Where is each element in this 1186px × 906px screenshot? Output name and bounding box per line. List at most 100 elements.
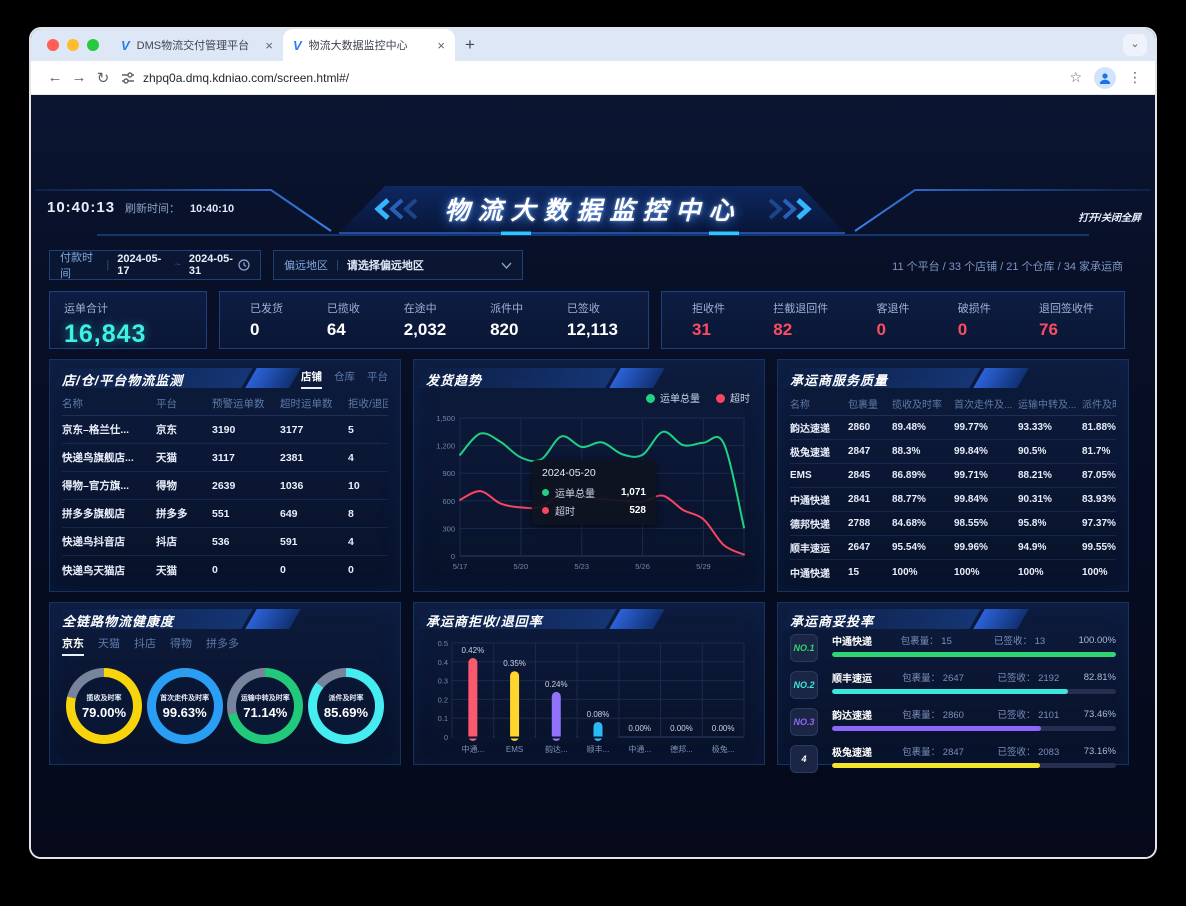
- tooltip-row: 运单总量 1,071: [542, 485, 646, 500]
- table-cell: 4: [348, 451, 354, 464]
- panel-title: 全链路物流健康度: [62, 613, 175, 629]
- chevrons-right-icon: [768, 198, 812, 220]
- legend-item-运单总量[interactable]: 运单总量: [646, 390, 700, 405]
- stat-item: 退回签收件 76: [1039, 300, 1094, 340]
- new-tab-button[interactable]: +: [465, 35, 475, 54]
- site-info-icon[interactable]: [121, 71, 135, 85]
- close-tab-icon[interactable]: ×: [437, 37, 445, 53]
- donut-label: 揽收及时率: [86, 694, 122, 702]
- minimize-window-button[interactable]: [67, 39, 79, 51]
- region-filter[interactable]: 偏远地区 | 请选择偏远地区: [273, 250, 523, 280]
- dashboard-header: 10:40:13 刷新时间： 10:40:10 物流大数据监控中心 打开/关闭全…: [33, 183, 1153, 239]
- signed-count: 已签收： 2083: [997, 747, 1060, 758]
- clock-icon: [238, 259, 250, 271]
- tab-天猫[interactable]: 天猫: [98, 638, 120, 650]
- title-chip: [245, 368, 301, 388]
- region-placeholder[interactable]: 请选择偏远地区: [346, 260, 424, 272]
- tooltip-dot: [542, 489, 549, 496]
- donut-value: 85.69%: [323, 704, 369, 720]
- table-cell: 95.8%: [1018, 518, 1047, 529]
- date-end[interactable]: 2024-05-31: [188, 253, 233, 277]
- delivery-rate: 82.81%: [1083, 671, 1116, 683]
- legend-item-超时[interactable]: 超时: [716, 390, 750, 405]
- stat-item: 在途中 2,032: [404, 300, 447, 340]
- stat-item: 已揽收 64: [327, 300, 360, 340]
- total-waybill-card: 运单合计 16,843: [49, 291, 207, 349]
- donut-label: 运输中转及时率: [240, 694, 290, 702]
- table-cell: 90.31%: [1018, 494, 1052, 505]
- table-cell: 83.93%: [1082, 494, 1116, 505]
- tooltip-date: 2024-05-20: [542, 467, 596, 479]
- browser-window: V DMS物流交付管理平台 × V 物流大数据监控中心 × + ⌄ ← → ↻ …: [31, 29, 1155, 857]
- svg-text:300: 300: [442, 524, 455, 533]
- svg-text:5/17: 5/17: [453, 562, 468, 571]
- tab-店铺[interactable]: 店铺: [301, 369, 322, 389]
- back-icon[interactable]: ←: [47, 69, 63, 86]
- header-time: 10:40:13 刷新时间： 10:40:10: [47, 199, 234, 216]
- tab-平台[interactable]: 平台: [367, 371, 388, 383]
- donut-cell: 揽收及时率 79.00%: [64, 668, 144, 744]
- stat-label: 在途中: [403, 303, 437, 315]
- rank-line: 中通快递 包裹量： 15 已签收： 13 100.00%: [832, 633, 1116, 648]
- pay-date-filter[interactable]: 付款时间 | 2024-05-17 ~ 2024-05-31: [49, 250, 261, 280]
- table-cell: 5: [348, 423, 354, 436]
- close-tab-icon[interactable]: ×: [265, 37, 273, 53]
- url-text[interactable]: zhpq0a.dmq.kdniao.com/screen.html#/: [143, 70, 350, 85]
- profile-avatar[interactable]: [1094, 66, 1116, 89]
- header-center: 物流大数据监控中心: [33, 191, 1153, 227]
- rank-badge: NO.2: [790, 671, 818, 699]
- tab-得物[interactable]: 得物: [170, 638, 192, 650]
- donut-value: 71.14%: [243, 704, 288, 720]
- browser-menu-icon[interactable]: ⋮: [1128, 69, 1143, 85]
- svg-text:900: 900: [442, 469, 455, 478]
- tooltip-label: 运单总量: [555, 489, 595, 500]
- donut-hole: [236, 677, 295, 735]
- browser-tab-dms[interactable]: V DMS物流交付管理平台 ×: [111, 29, 283, 61]
- address-bar[interactable]: zhpq0a.dmq.kdniao.com/screen.html#/: [121, 71, 1069, 85]
- stat-label: 派件中: [490, 303, 524, 315]
- bookmark-star-icon[interactable]: ☆: [1069, 69, 1082, 85]
- close-window-button[interactable]: [47, 39, 59, 51]
- tab-仓库[interactable]: 仓库: [334, 371, 355, 383]
- date-start[interactable]: 2024-05-17: [117, 253, 162, 277]
- browser-tab-monitor[interactable]: V 物流大数据监控中心 ×: [283, 29, 455, 61]
- table-cell: 京东–格兰仕...: [62, 424, 130, 436]
- stat-label: 拒收件: [692, 303, 725, 315]
- table-cell: 99.77%: [954, 422, 988, 433]
- maximize-window-button[interactable]: [87, 39, 99, 51]
- panel-title: 发货趋势: [426, 372, 483, 388]
- stat-value: 820: [490, 320, 519, 339]
- table-cell: 2847: [848, 446, 871, 457]
- column-header: 名称: [790, 400, 810, 411]
- health-tabs: 京东 天猫 抖店 得物 拼多多: [62, 635, 388, 656]
- table-row: 中通快递 15 100% 100% 100% 100%: [790, 560, 1116, 584]
- carrier-name: 韵达速递: [832, 710, 872, 722]
- package-count: 包裹量： 2860: [902, 710, 964, 721]
- svg-text:0.24%: 0.24%: [545, 680, 568, 689]
- table-cell: 德邦快递: [790, 520, 830, 531]
- table-cell: 韵达速递: [790, 424, 830, 435]
- table-cell: 100%: [954, 566, 980, 578]
- panel-title: 承运商服务质量: [790, 372, 889, 388]
- table-cell: 100%: [1018, 566, 1044, 578]
- table-cell: 97.37%: [1082, 518, 1116, 529]
- fullscreen-toggle[interactable]: 打开/关闭全屏: [1078, 213, 1141, 224]
- signed-count: 已签收： 2192: [997, 673, 1060, 684]
- table-cell: 81.88%: [1082, 422, 1116, 433]
- reload-icon[interactable]: ↻: [96, 69, 110, 87]
- forward-icon[interactable]: →: [71, 69, 87, 86]
- svg-text:0.5: 0.5: [438, 639, 448, 648]
- donut-hole: [155, 677, 214, 735]
- tooltip-label: 超时: [555, 507, 575, 518]
- rank-bar-fill: [832, 652, 1116, 657]
- column-header: 拒收/退回: [348, 398, 388, 410]
- tab-京东[interactable]: 京东: [62, 635, 84, 656]
- rank-main: 极兔速递 包裹量： 2847 已签收： 2083 73.16%: [832, 744, 1116, 768]
- table-cell: 快递鸟天猫店: [62, 564, 125, 577]
- stat-item: 拦截退回件 82: [773, 300, 828, 340]
- tab-拼多多[interactable]: 拼多多: [206, 638, 239, 650]
- tab-抖店[interactable]: 抖店: [134, 638, 156, 650]
- kdniao-logo-icon: V: [293, 37, 302, 53]
- tab-search-chevron-icon[interactable]: ⌄: [1123, 34, 1147, 56]
- scope-summary: 11 个平台 / 33 个店铺 / 21 个仓库 / 34 家承运商: [892, 261, 1123, 273]
